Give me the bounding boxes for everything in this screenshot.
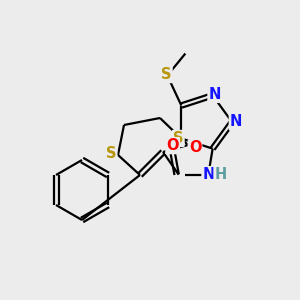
Text: N: N [208,87,221,102]
Text: S: S [106,146,116,160]
Text: H: H [214,167,227,182]
Text: S: S [161,67,172,82]
Text: O: O [189,140,201,155]
Text: S: S [173,131,184,146]
Text: N: N [230,115,242,130]
Text: N: N [202,167,215,182]
Text: O: O [167,138,179,153]
